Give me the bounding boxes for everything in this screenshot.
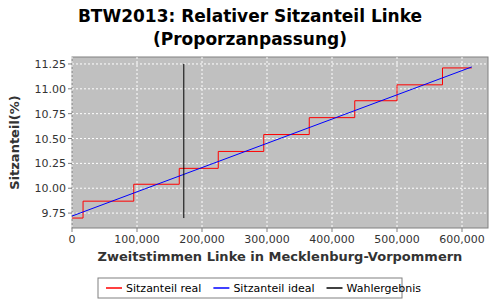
tick-label: 500,000	[374, 233, 420, 246]
tick-mark	[68, 188, 72, 189]
plot-area	[72, 57, 488, 228]
tick-mark	[68, 163, 72, 164]
grid-line	[137, 57, 138, 228]
legend-swatch	[327, 287, 343, 289]
tick-label: 11.00	[35, 83, 67, 96]
series-group	[72, 64, 472, 218]
x-axis-label: Zweitstimmen Linke in Mecklenburg-Vorpom…	[98, 249, 463, 264]
tick-label: 400,000	[309, 233, 355, 246]
chart: BTW2013: Relativer Sitzanteil Linke (Prop…	[0, 0, 500, 300]
legend: Sitzanteil real Sitzanteil ideal Wahlergeb…	[98, 278, 421, 298]
grid-line	[72, 163, 488, 164]
grid-line	[72, 63, 488, 64]
tick-label: 10.50	[35, 133, 67, 146]
tick-label: 100,000	[114, 233, 160, 246]
legend-swatch	[213, 287, 229, 289]
legend-label: Sitzanteil ideal	[233, 282, 314, 295]
grid-line	[72, 188, 488, 189]
tick-mark	[68, 213, 72, 214]
grid-line	[462, 57, 463, 228]
y-axis-label: Sitzanteil(%)	[7, 95, 22, 189]
tick-label: 10.25	[35, 157, 67, 170]
tick-label: 0	[69, 233, 76, 246]
grid-line	[72, 213, 488, 214]
series-line	[72, 68, 472, 218]
tick-label: 600,000	[439, 233, 485, 246]
tick-mark	[72, 228, 73, 232]
tick-mark	[68, 138, 72, 139]
tick-mark	[267, 228, 268, 232]
tick-label: 9.75	[42, 207, 67, 220]
grid-line	[267, 57, 268, 228]
tick-label: 200,000	[179, 233, 225, 246]
tick-label: 11.25	[35, 58, 67, 71]
tick-mark	[68, 63, 72, 64]
tick-mark	[332, 228, 333, 232]
tick-mark	[397, 228, 398, 232]
subtitle: (Proporzanpassung)	[153, 29, 347, 49]
tick-mark	[137, 228, 138, 232]
series-line	[72, 67, 472, 216]
legend-label: Sitzanteil real	[126, 282, 201, 295]
legend-swatch	[106, 287, 122, 289]
tick-mark	[68, 88, 72, 89]
grid-line	[72, 57, 73, 228]
tick-mark	[202, 228, 203, 232]
tick-mark	[68, 113, 72, 114]
grid-line	[202, 57, 203, 228]
tick-mark	[462, 228, 463, 232]
tick-label: 10.00	[35, 182, 67, 195]
legend-label: Wahlergebnis	[347, 282, 422, 295]
grid-line	[72, 88, 488, 89]
series-line	[183, 64, 184, 218]
grid-line	[72, 113, 488, 114]
title: BTW2013: Relativer Sitzanteil Linke	[78, 6, 422, 26]
tick-label: 300,000	[244, 233, 290, 246]
tick-label: 10.75	[35, 108, 67, 121]
grid-line	[332, 57, 333, 228]
grid-line	[397, 57, 398, 228]
